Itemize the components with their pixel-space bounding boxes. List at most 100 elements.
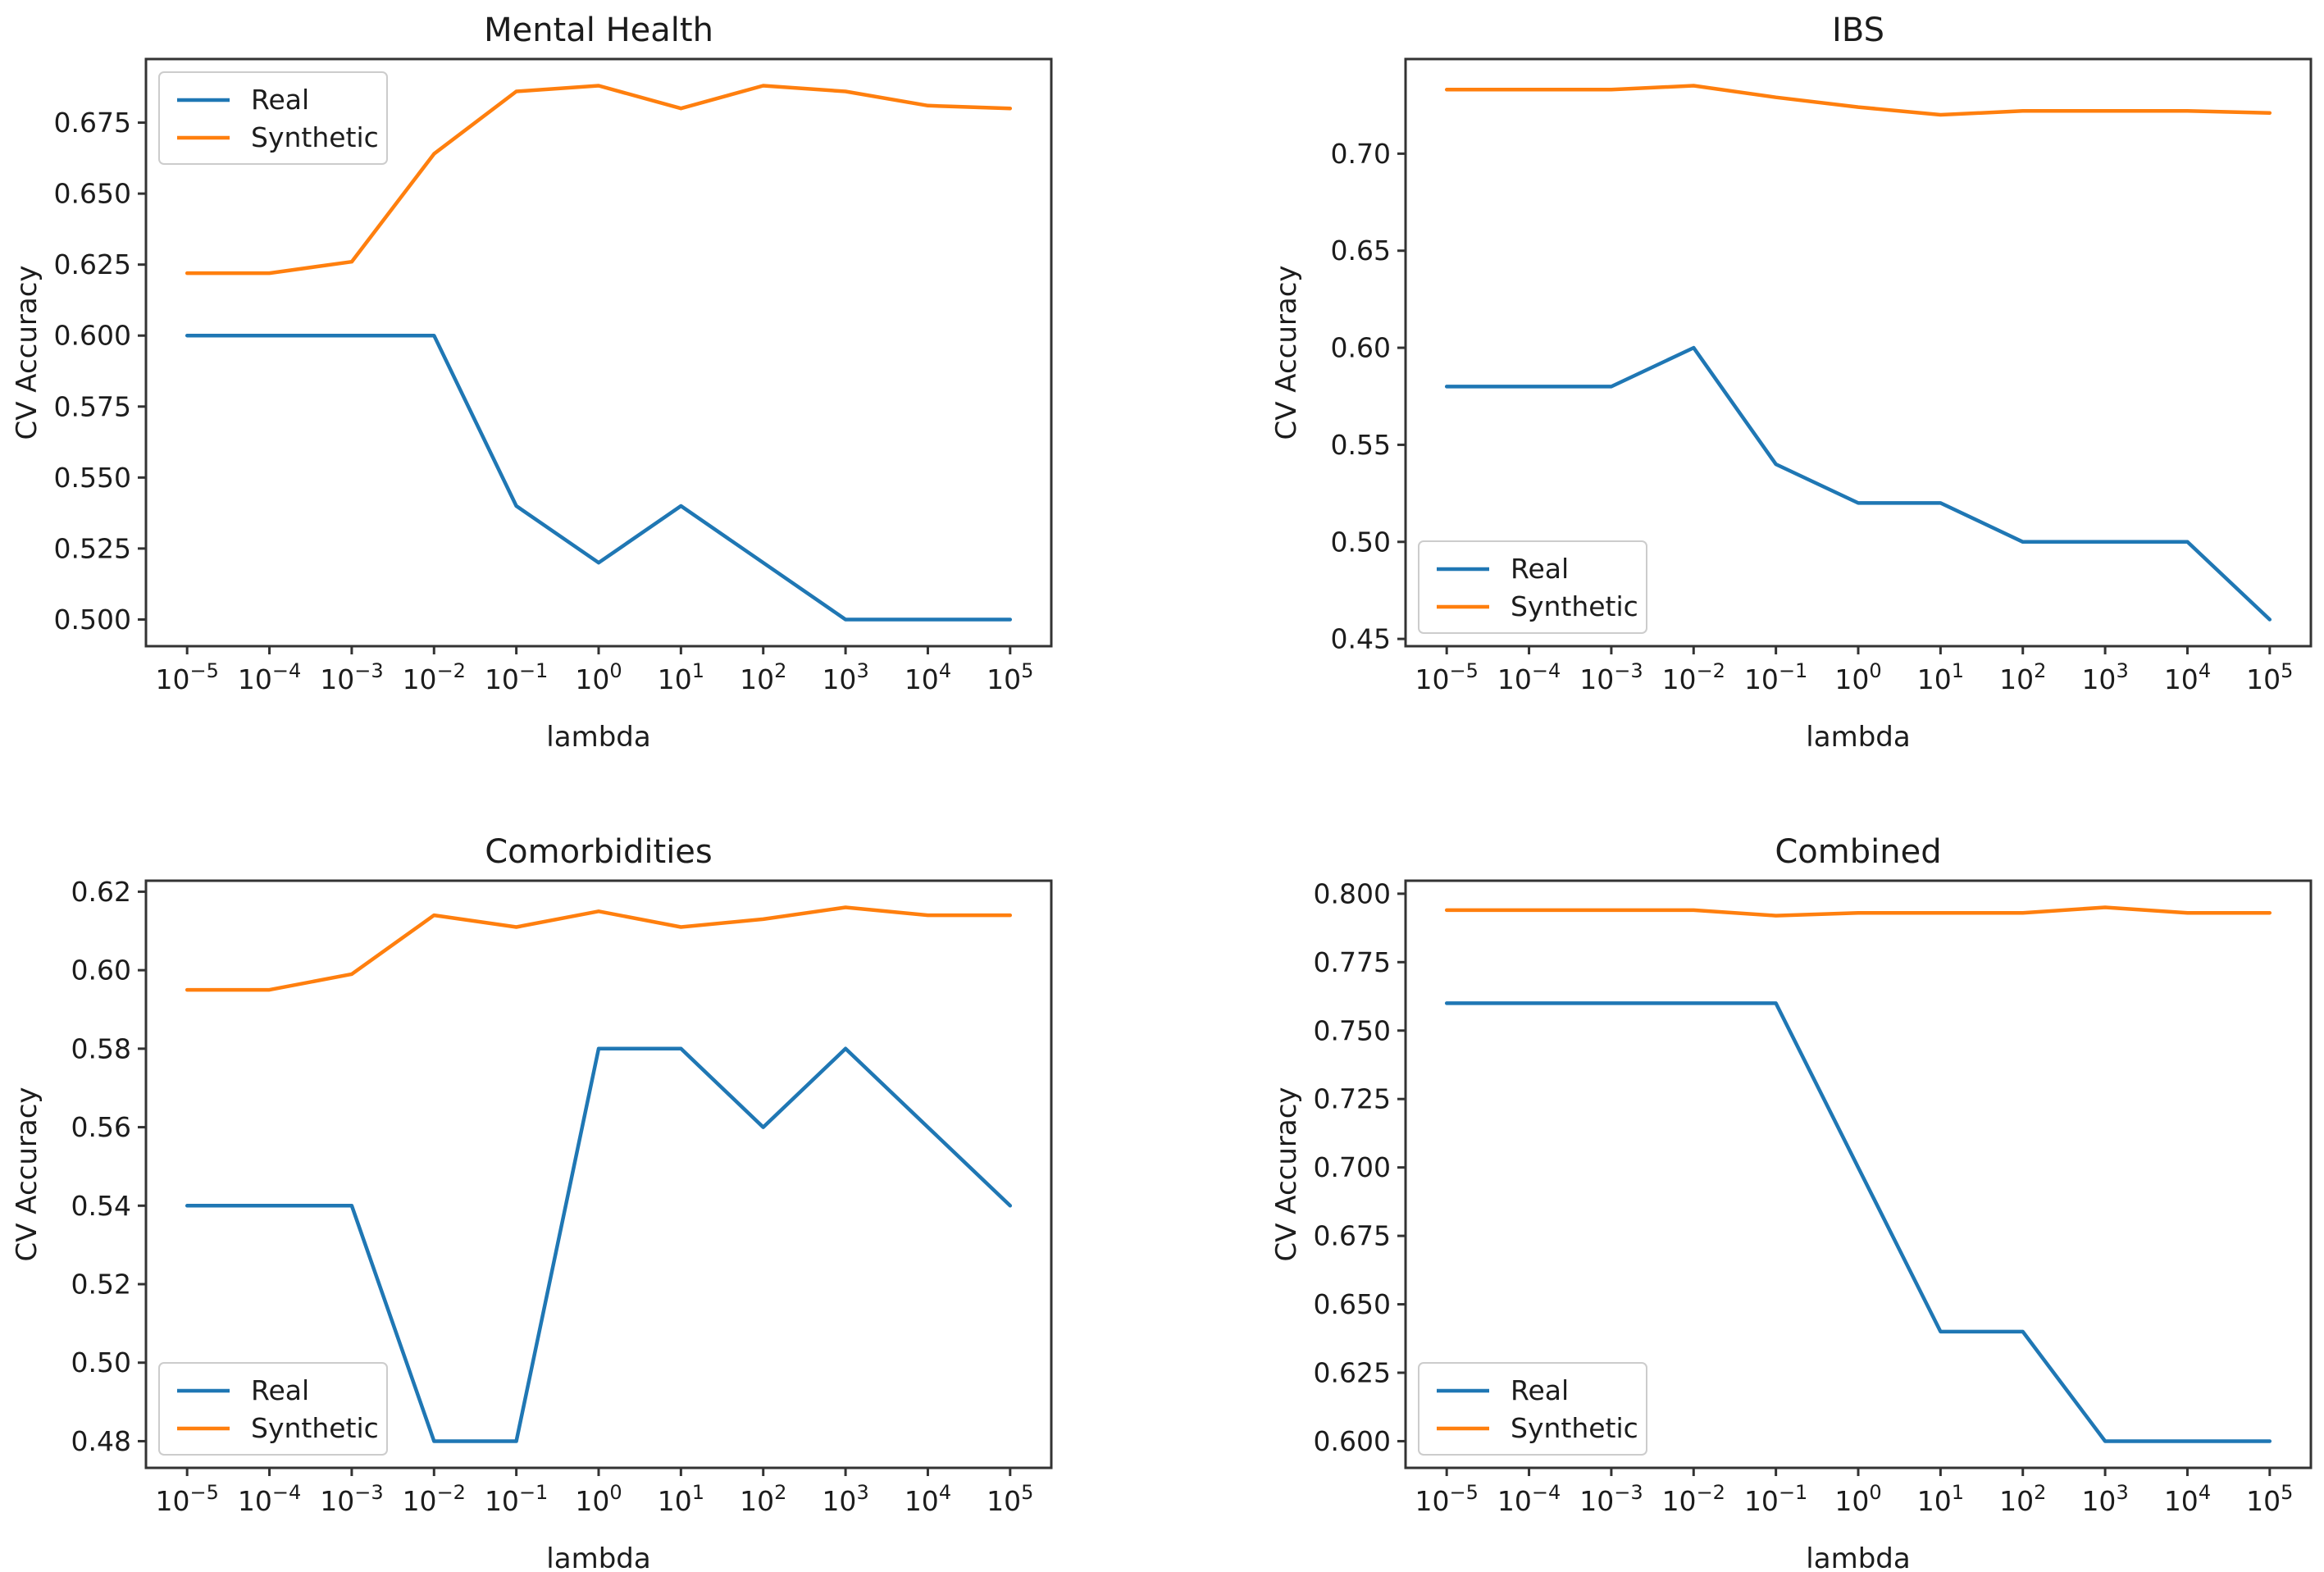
series-line-real xyxy=(1444,1001,2272,1443)
y-tick-label: 0.52 xyxy=(71,1269,131,1301)
y-tick-label: 0.55 xyxy=(1331,429,1391,461)
x-tick-label: 10−4 xyxy=(1497,659,1561,695)
chart-canvas-ibs: IBS 0.45 0.50 0.55 0.60 0.65 0.70 10−5 10−4 10−3 1… xyxy=(1270,11,2313,754)
x-tick-label: 100 xyxy=(1834,1481,1881,1517)
x-tick-label: 101 xyxy=(658,659,704,695)
x-tick-label: 10−2 xyxy=(1662,1481,1725,1517)
y-tick-label: 0.775 xyxy=(1314,946,1391,978)
legend-frame xyxy=(1418,540,1647,634)
chart-panel-ibs: IBS 0.45 0.50 0.55 0.60 0.65 0.70 10−5 10−4 10−3 1… xyxy=(1162,0,2324,786)
x-tick-label: 10−1 xyxy=(1744,1481,1807,1517)
y-tick-label: 0.58 xyxy=(71,1032,131,1064)
chart-panel-comorbidities: Comorbidities 0.48 0.50 0.52 0.54 0.56 0.58 0.6… xyxy=(0,786,1162,1572)
x-tick-label: 103 xyxy=(2081,659,2128,695)
legend-label-synthetic: Synthetic xyxy=(251,1412,379,1444)
y-tick-label: 0.625 xyxy=(1314,1357,1391,1389)
x-tick-label: 103 xyxy=(822,1481,868,1517)
chart-title: IBS xyxy=(1832,11,1884,49)
y-tick-label: 0.600 xyxy=(54,320,131,352)
chart-canvas-combined: Combined 0.600 0.625 0.650 0.675 0.700 0.725 0.… xyxy=(1270,833,2313,1572)
x-tick-label: 10−4 xyxy=(1497,1481,1561,1517)
x-tick-label: 105 xyxy=(2246,659,2293,695)
x-tick-label: 103 xyxy=(822,659,868,695)
series-line-synthetic xyxy=(1444,905,2272,918)
x-tick-label: 105 xyxy=(987,659,1033,695)
x-tick-label: 104 xyxy=(2164,659,2211,695)
x-tick-label: 10−4 xyxy=(238,659,301,695)
x-tick-label: 10−1 xyxy=(485,1481,548,1517)
y-tick-label: 0.700 xyxy=(1314,1151,1391,1183)
x-tick-label: 102 xyxy=(740,659,786,695)
x-axis-label: lambda xyxy=(1806,1542,1910,1572)
x-tick-label: 10−2 xyxy=(403,1481,466,1517)
axes-frame xyxy=(144,879,1053,1469)
chart-title: Mental Health xyxy=(484,11,713,49)
x-tick-label: 10−3 xyxy=(320,1481,383,1517)
x-tick-label: 103 xyxy=(2081,1481,2128,1517)
x-tick-label: 10−5 xyxy=(155,1481,218,1517)
y-axis-label: CV Accuracy xyxy=(1270,1087,1303,1261)
x-tick-label: 10−3 xyxy=(1579,1481,1643,1517)
y-tick-label: 0.500 xyxy=(54,604,131,636)
y-tick-label: 0.70 xyxy=(1331,138,1391,170)
series-line-real xyxy=(185,1046,1013,1443)
series-line-synthetic xyxy=(185,84,1013,276)
y-tick-label: 0.650 xyxy=(1314,1288,1391,1320)
legend-frame xyxy=(158,1362,388,1456)
x-tick-label: 102 xyxy=(1999,659,2046,695)
legend: Real Synthetic xyxy=(158,1362,388,1456)
x-tick-label: 10−5 xyxy=(155,659,218,695)
x-tick-label: 101 xyxy=(1917,659,1964,695)
y-tick-label: 0.56 xyxy=(71,1111,131,1143)
legend-label-synthetic: Synthetic xyxy=(1511,590,1638,622)
y-tick-label: 0.48 xyxy=(71,1425,131,1457)
axes-frame xyxy=(1404,879,2313,1469)
legend: Real Synthetic xyxy=(1418,540,1647,634)
x-tick-label: 10−1 xyxy=(1744,659,1807,695)
y-tick-label: 0.625 xyxy=(54,248,131,280)
y-tick-label: 0.62 xyxy=(71,876,131,908)
chart-canvas-comorbidities: Comorbidities 0.48 0.50 0.52 0.54 0.56 0.58 0.6… xyxy=(11,833,1053,1572)
y-tick-label: 0.575 xyxy=(54,390,131,422)
series-line-synthetic xyxy=(1444,84,2272,117)
x-axis-label: lambda xyxy=(546,1542,650,1572)
axes-frame xyxy=(1404,57,2313,648)
y-tick-label: 0.65 xyxy=(1331,235,1391,267)
y-tick-label: 0.525 xyxy=(54,532,131,564)
x-tick-label: 105 xyxy=(987,1481,1033,1517)
legend-label-real: Real xyxy=(1511,553,1569,585)
legend-label-synthetic: Synthetic xyxy=(1511,1412,1638,1444)
x-tick-label: 104 xyxy=(2164,1481,2211,1517)
chart-panel-combined: Combined 0.600 0.625 0.650 0.675 0.700 0.725 0.… xyxy=(1162,786,2324,1572)
x-tick-label: 102 xyxy=(1999,1481,2046,1517)
y-tick-label: 0.50 xyxy=(71,1346,131,1378)
y-tick-label: 0.650 xyxy=(54,178,131,210)
x-tick-label: 105 xyxy=(2246,1481,2293,1517)
chart-canvas-mental-health: Mental Health 0.500 0.525 0.550 0.575 0.600 0.… xyxy=(11,11,1053,754)
x-tick-label: 10−3 xyxy=(320,659,383,695)
y-axis-label: CV Accuracy xyxy=(11,265,43,440)
y-tick-label: 0.800 xyxy=(1314,877,1391,909)
legend-frame xyxy=(1418,1362,1647,1456)
chart-title: Combined xyxy=(1775,833,1941,871)
series-line-synthetic xyxy=(185,905,1013,992)
x-tick-label: 10−1 xyxy=(485,659,548,695)
x-tick-label: 100 xyxy=(575,659,622,695)
x-tick-label: 101 xyxy=(1917,1481,1964,1517)
y-tick-label: 0.50 xyxy=(1331,526,1391,558)
legend: Real Synthetic xyxy=(1418,1362,1647,1456)
x-tick-label: 101 xyxy=(658,1481,704,1517)
x-tick-label: 10−2 xyxy=(403,659,466,695)
legend-label-real: Real xyxy=(1511,1374,1569,1406)
x-tick-label: 102 xyxy=(740,1481,786,1517)
x-tick-label: 104 xyxy=(905,659,951,695)
y-tick-label: 0.60 xyxy=(1331,332,1391,364)
x-tick-label: 10−5 xyxy=(1415,1481,1478,1517)
x-tick-label: 100 xyxy=(1834,659,1881,695)
chart-panel-mental-health: Mental Health 0.500 0.525 0.550 0.575 0.600 0.… xyxy=(0,0,1162,786)
x-tick-label: 10−5 xyxy=(1415,659,1478,695)
y-tick-label: 0.54 xyxy=(71,1190,131,1222)
x-axis-label: lambda xyxy=(546,721,650,754)
legend: Real Synthetic xyxy=(158,71,388,165)
